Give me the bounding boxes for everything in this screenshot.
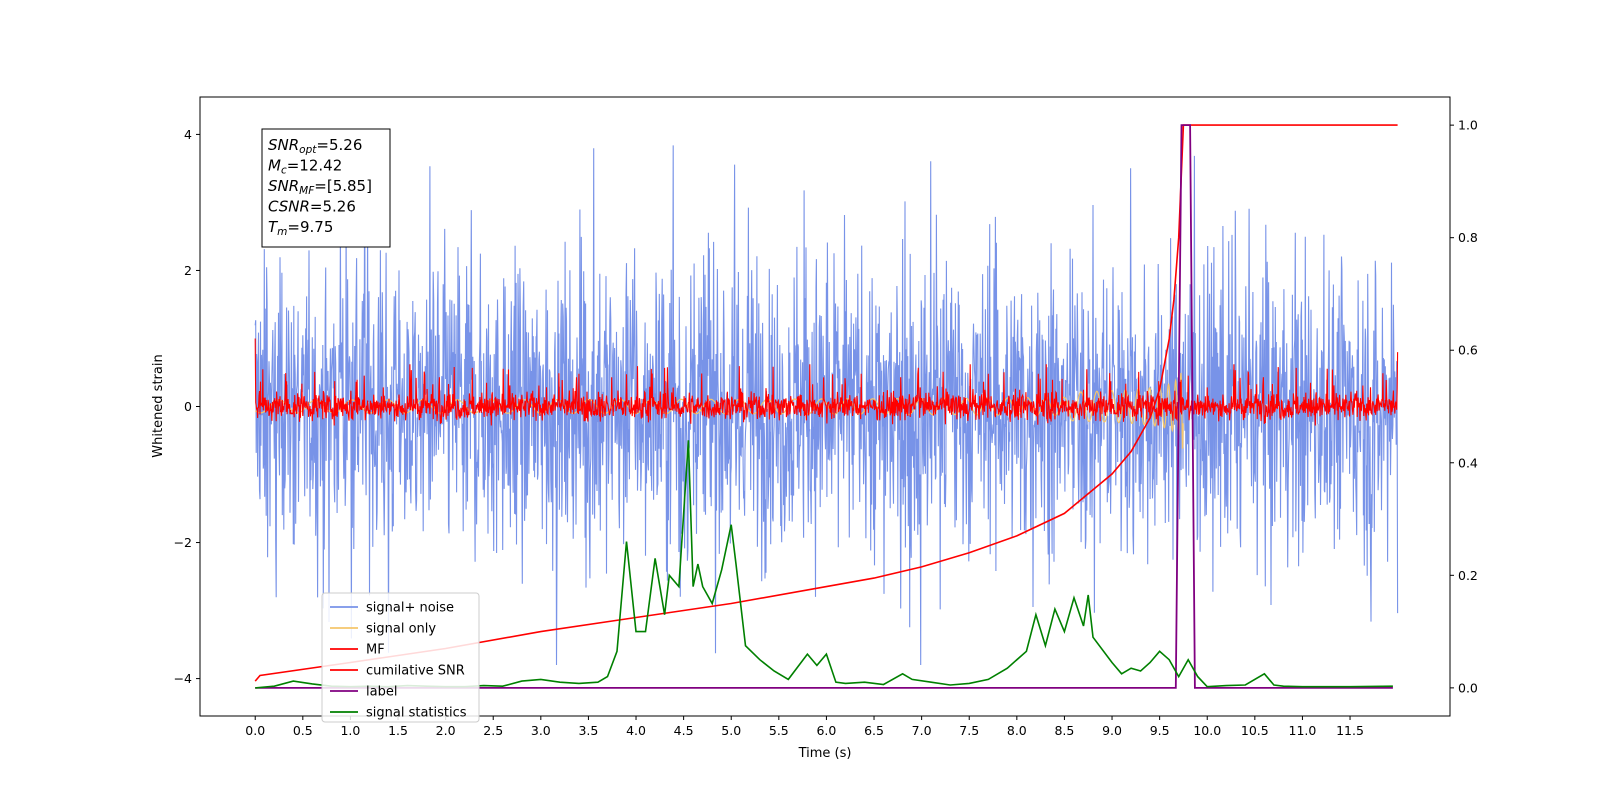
y-tick-label: −2 (174, 535, 192, 550)
y-axis-left: 4 2 0 −2 −4 (174, 127, 200, 686)
x-tick-label: 0.0 (245, 723, 265, 738)
series-layer (254, 124, 1399, 689)
legend-frame (321, 592, 480, 723)
y-tick-label: 0 (184, 399, 192, 414)
info-box-line: CSNR=5.26 (268, 198, 356, 216)
x-axis-label: Time (s) (798, 746, 852, 761)
x-tick-label: 2.5 (483, 723, 503, 738)
x-tick-label: 10.0 (1193, 723, 1221, 738)
info-box-frame (261, 128, 391, 248)
info-box-line: Tm=9.75 (268, 218, 333, 238)
y-tick-label: 4 (184, 127, 192, 142)
y-axis-label: Whitened strain (151, 354, 166, 457)
series-cumulative-snr-line (254, 124, 1398, 682)
x-tick-label: 0.5 (293, 723, 313, 738)
x-tick-label: 1.0 (340, 723, 360, 738)
y2-tick-label: 0.6 (1458, 343, 1478, 358)
series-signal-noise-line (254, 145, 1399, 666)
x-tick-label: 5.0 (721, 723, 741, 738)
x-tick-label: 9.0 (1102, 723, 1122, 738)
info-box-line: Mc=12.42 (268, 157, 342, 177)
info-box-line: SNRopt=5.26 (268, 136, 362, 156)
x-tick-label: 3.0 (531, 723, 551, 738)
x-tick-label: 4.0 (626, 723, 646, 738)
x-axis: 0.0 0.5 1.0 1.5 2.0 2.5 3.0 3.5 4.0 4.5 5.0 5.5 6.0 6… (245, 716, 1364, 738)
y2-tick-label: 0.2 (1458, 568, 1478, 583)
x-tick-label: 1.5 (388, 723, 408, 738)
x-tick-label: 7.0 (912, 723, 932, 738)
y2-tick-label: 0.8 (1458, 230, 1478, 245)
y-tick-label: 2 (184, 263, 192, 278)
x-tick-label: 11.0 (1289, 723, 1317, 738)
series-signal-statistics-line (255, 440, 1393, 689)
legend-label-label: label (366, 685, 397, 700)
y2-tick-label: 1.0 (1458, 118, 1478, 133)
legend-label-signal-noise: signal+ noise (366, 601, 454, 616)
series-mf-line (254, 338, 1399, 426)
legend-label-cumilative-snr: cumilative SNR (366, 664, 465, 679)
y-tick-label: −4 (174, 671, 192, 686)
info-box: SNRopt=5.26Mc=12.42SNRMF=[5.85]CSNR=5.26… (261, 128, 391, 248)
x-tick-label: 8.5 (1054, 723, 1074, 738)
x-tick-label: 5.5 (769, 723, 789, 738)
x-tick-label: 10.5 (1241, 723, 1269, 738)
series-label-line (255, 124, 1393, 689)
x-tick-label: 3.5 (578, 723, 598, 738)
legend-label-signal-only: signal only (366, 622, 436, 637)
x-tick-label: 2.0 (436, 723, 456, 738)
y2-tick-label: 0.4 (1458, 455, 1478, 470)
y-axis-right: 1.0 0.8 0.6 0.4 0.2 0.0 (1450, 118, 1478, 695)
y2-tick-label: 0.0 (1458, 680, 1478, 695)
x-tick-label: 8.0 (1007, 723, 1027, 738)
info-box-line: SNRMF=[5.85] (268, 177, 372, 197)
x-tick-label: 6.5 (864, 723, 884, 738)
x-tick-label: 6.0 (816, 723, 836, 738)
x-tick-label: 9.5 (1150, 723, 1170, 738)
legend: signal+ noise signal only MF cumilative SNR… (321, 592, 480, 723)
legend-label-mf: MF (366, 643, 385, 658)
legend-label-signal-statistics: signal statistics (366, 706, 467, 721)
x-tick-label: 7.5 (959, 723, 979, 738)
x-tick-label: 11.5 (1336, 723, 1364, 738)
x-tick-label: 4.5 (674, 723, 694, 738)
